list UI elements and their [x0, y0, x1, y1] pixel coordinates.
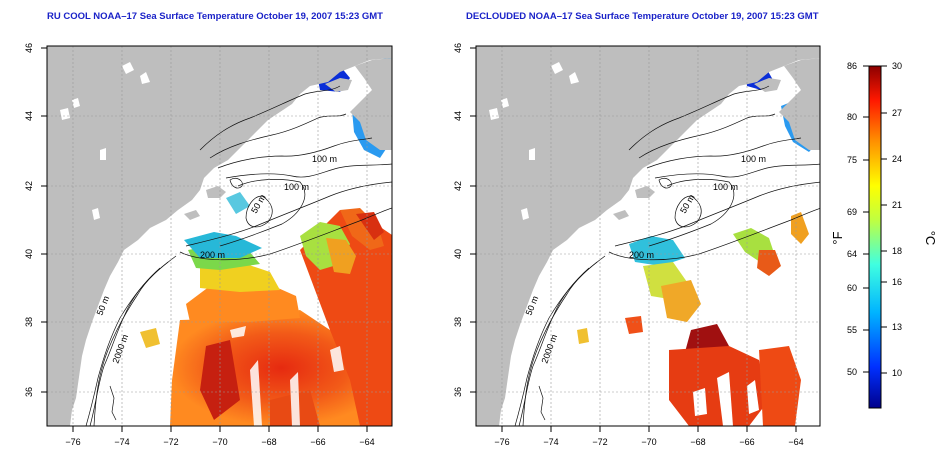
y-tick-label: 36: [24, 387, 34, 397]
y-tick-label: 44: [453, 111, 463, 121]
colorbar-f-tick: 60: [847, 283, 857, 293]
x-axis-left: −76 −74 −72 −70 −68 −66 −64: [65, 437, 374, 447]
ticks-right: [470, 47, 797, 432]
x-tick-label: −74: [114, 437, 129, 447]
y-axis-left: 36 38 40 42 44 46: [24, 43, 34, 397]
contour-label-100m-gom: 100 m: [284, 182, 309, 192]
x-tick-label: −76: [65, 437, 80, 447]
colorbar-f-tick: 64: [847, 249, 857, 259]
x-tick-label: −76: [494, 437, 509, 447]
contour-label-100m-north: 100 m: [312, 154, 337, 164]
x-tick-label: −70: [212, 437, 227, 447]
colorbar-c-tick: 24: [892, 154, 902, 164]
y-tick-label: 40: [24, 249, 34, 259]
x-tick-label: −70: [641, 437, 656, 447]
colorbar-c-tick: 21: [892, 200, 902, 210]
colorbar-fahrenheit-label: °F: [830, 231, 845, 244]
y-tick-label: 36: [453, 387, 463, 397]
contour-label-100m-gom: 100 m: [713, 182, 738, 192]
colorbar-c-tick: 13: [892, 322, 902, 332]
x-tick-label: −66: [310, 437, 325, 447]
colorbar-celsius-label: °C: [923, 231, 938, 246]
colorbar-c-tick: 27: [892, 108, 902, 118]
colorbar-f-tick: 80: [847, 112, 857, 122]
map-frame-right: [475, 45, 821, 427]
colorbar-f-tick: 55: [847, 325, 857, 335]
x-tick-label: −74: [543, 437, 558, 447]
map-right: 100 m 100 m 50 m 200 m 50 m 2000 m −76 −…: [453, 43, 821, 447]
colorbar-f-tick: 75: [847, 155, 857, 165]
y-tick-label: 42: [453, 181, 463, 191]
contour-label-200m: 200 m: [629, 250, 654, 260]
colorbar-f-tick: 69: [847, 207, 857, 217]
contour-label-100m-north: 100 m: [741, 154, 766, 164]
y-tick-label: 38: [453, 317, 463, 327]
colorbar-f-tick: 86: [847, 61, 857, 71]
contour-label-200m: 200 m: [200, 250, 225, 260]
x-axis-right: −76 −74 −72 −70 −68 −66 −64: [494, 437, 803, 447]
colorbar: 86 80 75 69 64 60 55 50 30 27 24 21 18 1…: [830, 61, 938, 409]
y-tick-label: 46: [24, 43, 34, 53]
map-left: 100 m 100 m 50 m 200 m 50 m 2000 m −76 −…: [24, 43, 393, 447]
map-title-right: DECLOUDED NOAA–17 Sea Surface Temperatur…: [466, 11, 819, 22]
x-tick-label: −68: [690, 437, 705, 447]
map-title-left: RU COOL NOAA–17 Sea Surface Temperature …: [47, 11, 383, 22]
x-tick-label: −72: [592, 437, 607, 447]
x-tick-label: −64: [359, 437, 374, 447]
y-tick-label: 44: [24, 111, 34, 121]
colorbar-f-tick: 50: [847, 367, 857, 377]
x-tick-label: −68: [261, 437, 276, 447]
y-tick-label: 42: [24, 181, 34, 191]
y-axis-right: 36 38 40 42 44 46: [453, 43, 463, 397]
colorbar-c-tick: 16: [892, 277, 902, 287]
colorbar-c-tick: 18: [892, 246, 902, 256]
ticks-left: [41, 47, 368, 432]
colorbar-gradient: [868, 65, 882, 409]
cloud-streaks-left: [230, 326, 344, 426]
y-tick-label: 38: [24, 317, 34, 327]
cloud-gaps-right: [693, 372, 759, 426]
colorbar-c-tick: 30: [892, 61, 902, 71]
colorbar-c-tick: 10: [892, 368, 902, 378]
y-tick-label: 46: [453, 43, 463, 53]
x-tick-label: −66: [739, 437, 754, 447]
x-tick-label: −64: [788, 437, 803, 447]
y-tick-label: 40: [453, 249, 463, 259]
x-tick-label: −72: [163, 437, 178, 447]
